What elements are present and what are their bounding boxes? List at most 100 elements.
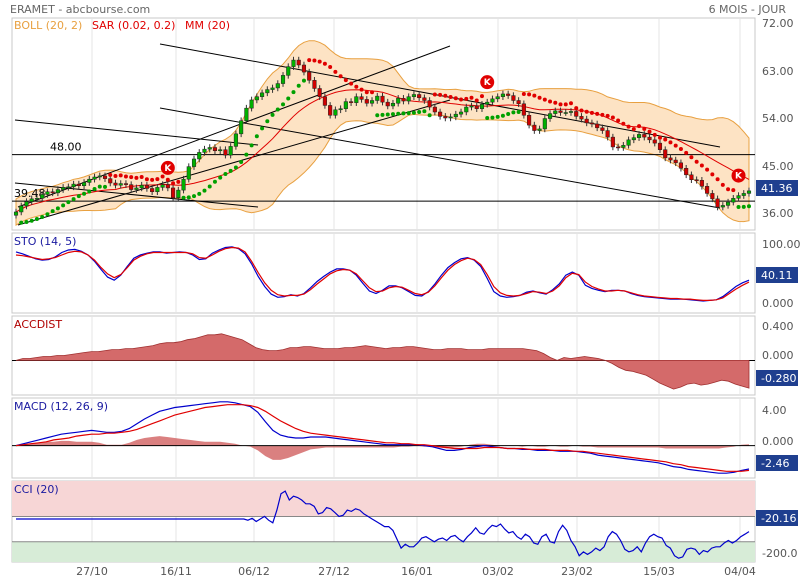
sar-dot [150,177,155,182]
value-tag-bg [756,370,798,386]
sar-dot [312,58,317,63]
sar-dot [50,209,55,214]
sar-dot [265,119,270,124]
y-tick-label: 0.000 [762,297,794,310]
sar-dot [375,113,380,118]
x-tick-label: 16/01 [401,565,433,578]
candle-body [312,80,317,89]
candle-body [55,189,60,194]
sar-dot [579,108,584,113]
panel-frame [11,315,756,396]
candle-body [574,111,579,117]
parabolic-sar [19,58,751,225]
candle-body [553,110,558,114]
sar-dot [307,58,312,63]
k-marker [731,168,746,183]
candle-body [558,110,563,113]
candle-body [396,98,401,104]
x-axis-ticks: 27/10 16/11 06/12 27/12 16/01 03/02 23/02 15/03… [76,565,756,578]
y-tick-label: 45.00 [762,160,794,173]
candle-body [516,100,521,105]
sar-dot [76,194,81,199]
series-line [15,246,750,301]
sar-dot [192,194,197,199]
sar-dot [328,65,333,70]
horizontal-levels: 48.00 39.48 [12,141,755,202]
sar-dot [66,200,71,205]
value-tag-bg [756,267,798,283]
sar-dot [82,191,87,196]
candle-body [694,179,699,181]
sar-dot [349,81,354,86]
sar-dot [736,205,741,210]
candle-body [616,146,621,149]
sar-dot [631,127,636,132]
sar-dot [448,95,453,100]
candle-body [746,190,752,194]
sar-dot [605,113,610,118]
legend-sar: SAR (0.02, 0.2) [92,19,175,32]
sar-dot [281,102,286,107]
candle-body [349,101,354,103]
candle-body [657,142,663,150]
sar-dot [689,155,694,160]
candle-body [144,184,149,189]
sar-dot [396,111,401,116]
sar-dot [244,152,249,157]
x-tick-label: 15/03 [643,565,675,578]
sar-dot [343,78,348,83]
candle-body [464,106,469,113]
candle-body [280,75,286,84]
candle-body [207,147,212,150]
y-tick-label: 54.00 [762,112,794,125]
k-marker-label: K [164,164,172,174]
candle-body [160,184,165,188]
candle-body [108,178,113,184]
sar-dot [370,90,375,95]
sar-dot [506,111,511,116]
candle-body [118,183,123,186]
sar-dot [663,137,668,142]
candle-body [134,187,139,190]
sar-dot [563,102,568,107]
candle-body [736,195,741,199]
sar-dot [406,111,411,116]
sar-dot [218,175,223,180]
candle-body [254,96,259,101]
candle-body [191,158,197,167]
sar-dot [610,115,615,120]
candle-body [244,107,249,121]
sar-dot [118,173,123,178]
candle-body [506,93,511,96]
last-value-tags: 41.36 40.11 -0.280 -2.46 -20.16 [756,180,798,526]
sar-dot [495,114,500,119]
sar-dot [558,102,563,107]
candle-body [186,166,191,180]
candle-body [150,188,155,193]
candle-body [495,96,500,100]
candle-body [385,101,390,107]
sar-dot [71,197,76,202]
k-marker [480,75,495,90]
sar-dot [333,69,338,74]
sar-dot [595,111,600,116]
sar-dot [317,59,322,64]
candle-body [291,59,296,67]
sar-dot [108,172,113,177]
sar-dot [621,121,626,126]
candle-body [359,96,364,100]
candle-body [720,205,725,208]
sar-dot [694,159,699,164]
sar-dot [490,115,495,120]
candle-body [171,187,176,199]
candle-body [29,198,34,202]
sar-dot [338,74,343,79]
sar-dot [469,95,474,100]
candle-body [181,178,186,191]
candle-body [652,139,657,144]
candle-body [375,95,380,101]
sar-dot [500,113,505,118]
candle-body [448,116,453,119]
candle-body [673,159,678,164]
